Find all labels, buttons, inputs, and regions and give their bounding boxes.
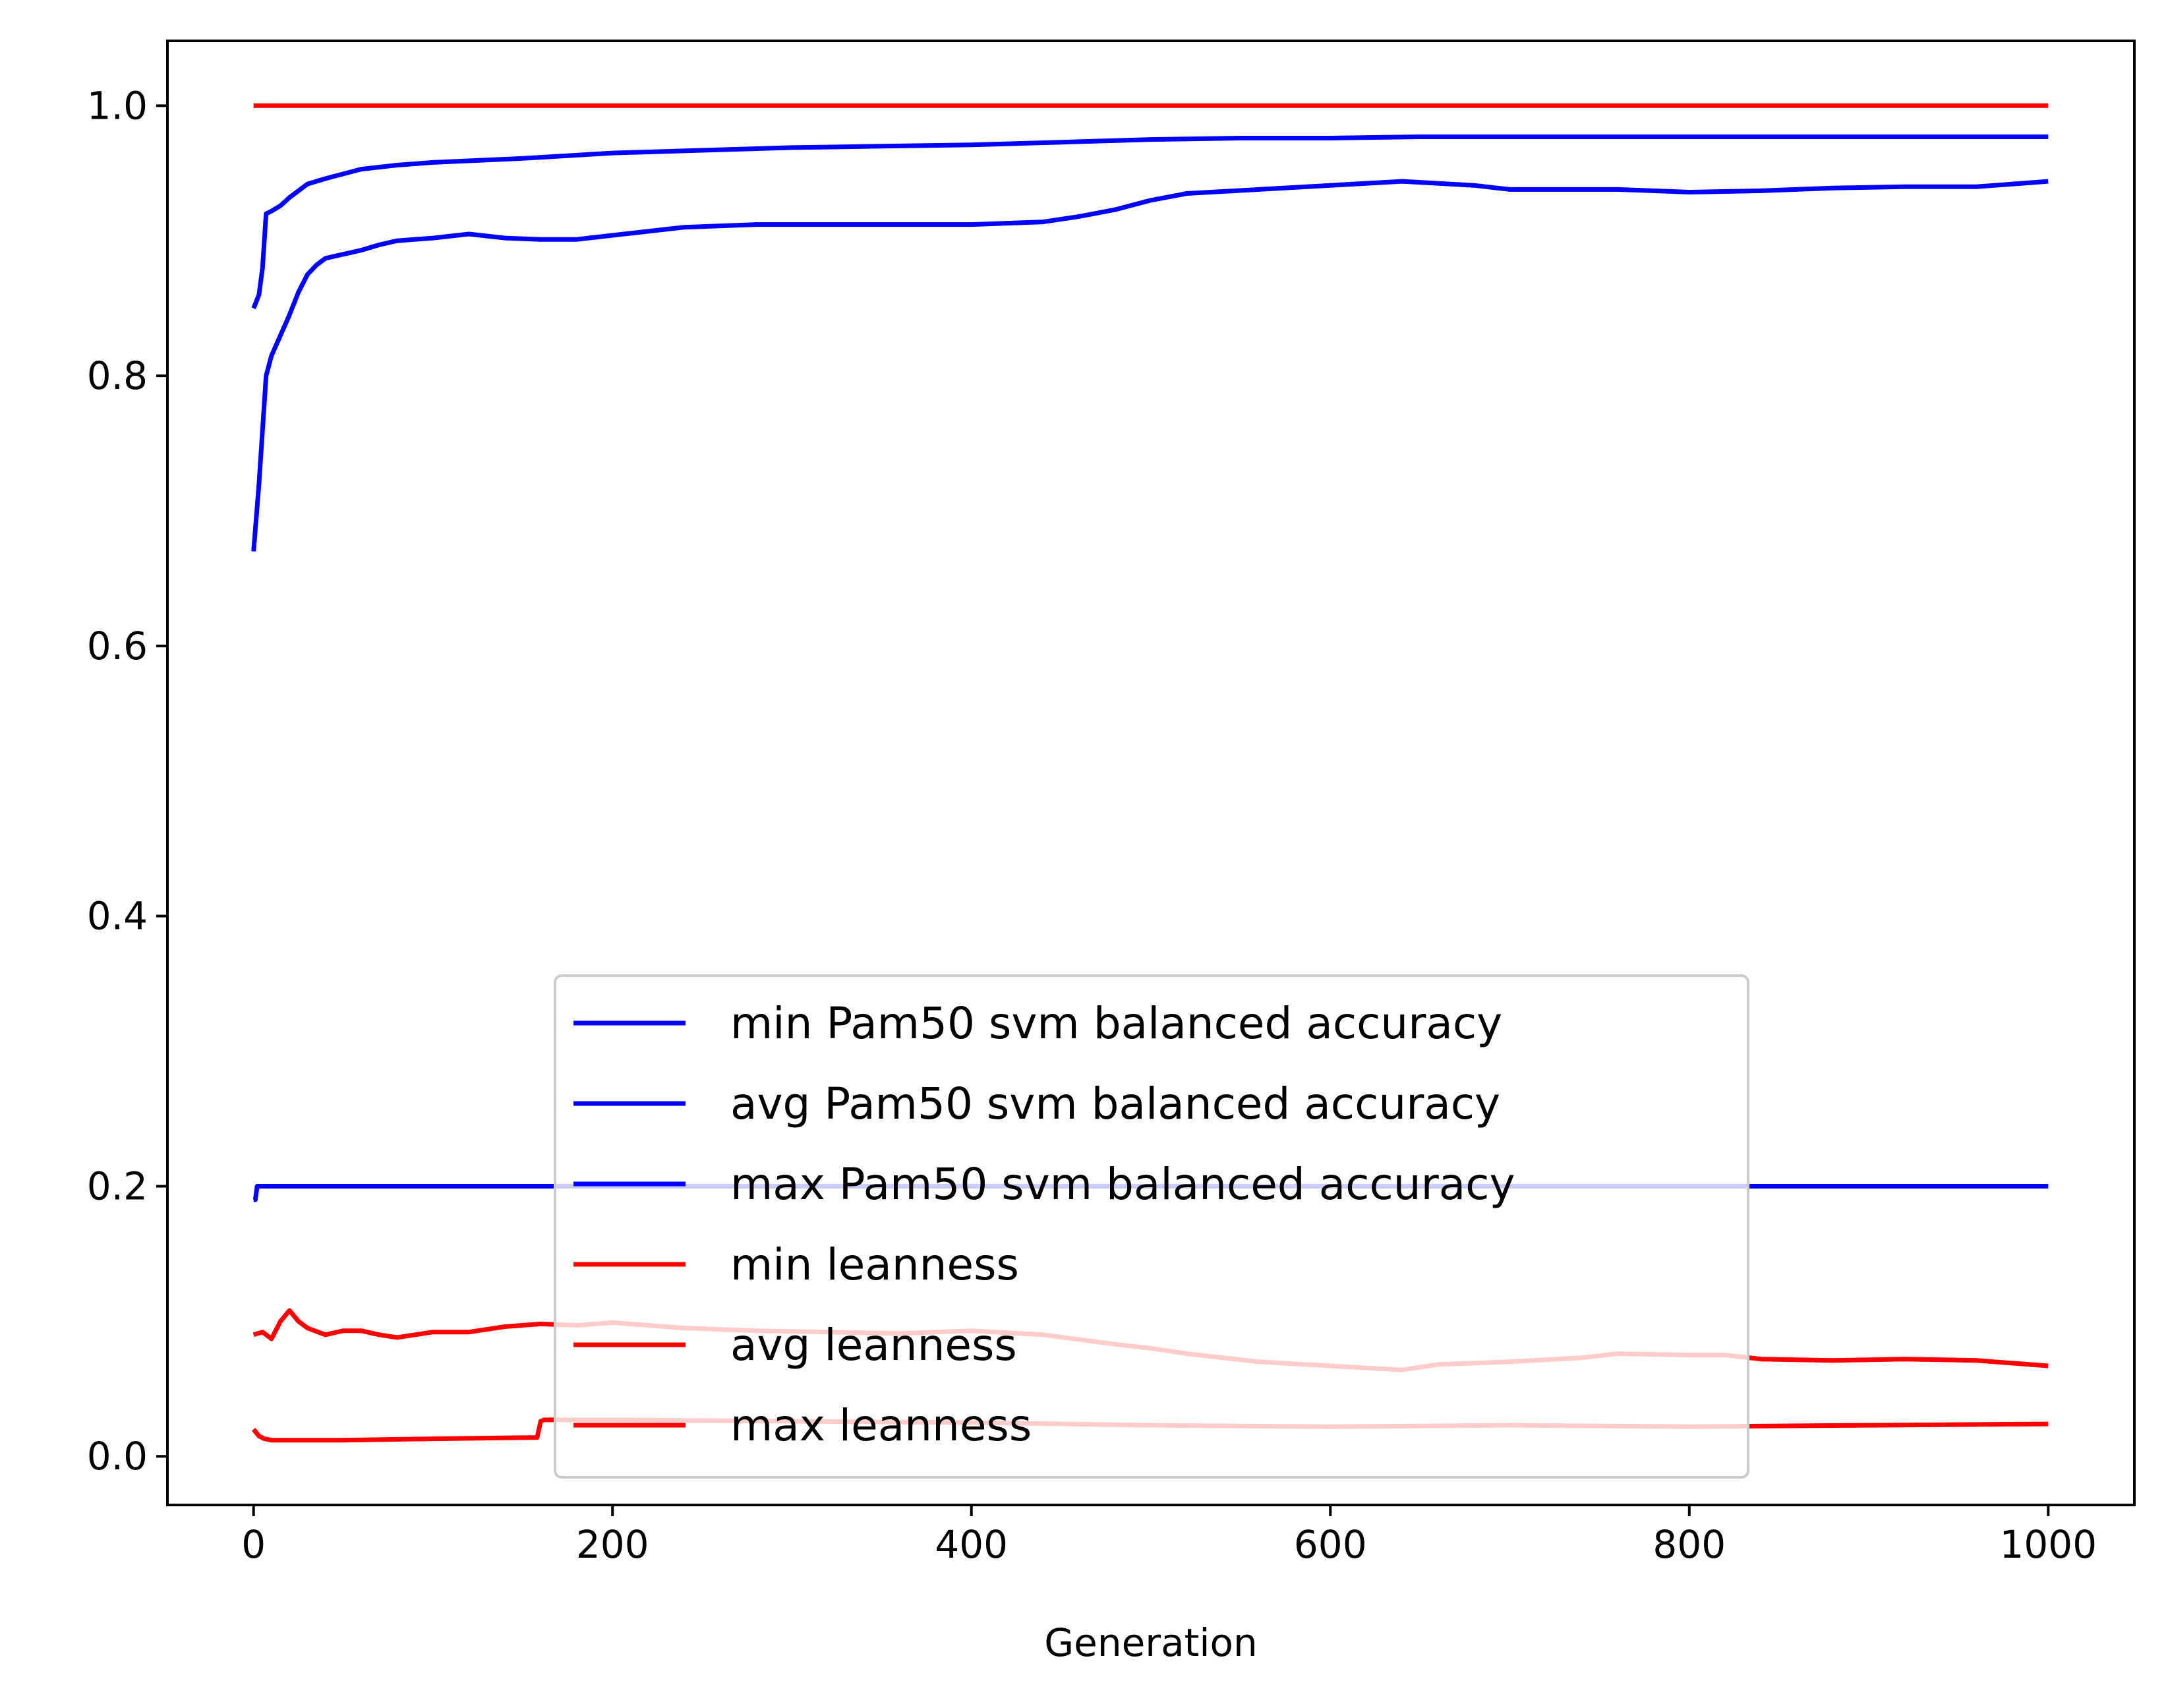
legend-frame: [554, 974, 1749, 1479]
y-tick-label: 0.4: [87, 894, 148, 939]
axes-frame: [166, 40, 2136, 1506]
legend-label-6: max leanness: [730, 1400, 1032, 1451]
legend-label-2: avg Pam50 svm balanced accuracy: [730, 1078, 1500, 1129]
x-tick-label: 800: [1653, 1522, 1726, 1567]
x-tick-label: 600: [1294, 1522, 1367, 1567]
y-tick-label: 0.0: [87, 1434, 148, 1479]
series-line-2: [251, 179, 2049, 552]
x-tick-label: 200: [576, 1522, 649, 1567]
x-tick-label: 400: [935, 1522, 1008, 1567]
legend-entries: min Pam50 svm balanced accuracy avg Pam50…: [573, 998, 1515, 1451]
legend-label-1: min Pam50 svm balanced accuracy: [730, 998, 1502, 1049]
y-tick-label: 0.2: [87, 1163, 148, 1208]
legend-label-3: max Pam50 svm balanced accuracy: [730, 1159, 1515, 1210]
legend-label-4: min leanness: [730, 1239, 1019, 1290]
x-tick-label: 1000: [2000, 1522, 2097, 1567]
y-tick-label: 0.8: [87, 353, 148, 398]
legend-label-5: avg leanness: [730, 1320, 1017, 1370]
legend: min Pam50 svm balanced accuracy avg Pam50…: [554, 974, 1749, 1479]
x-tick-label: 0: [241, 1522, 266, 1567]
y-tick-label: 1.0: [87, 83, 148, 128]
series-line-3: [251, 134, 2049, 309]
x-axis-label: Generation: [1044, 1620, 1258, 1665]
y-tick-label: 0.6: [87, 624, 148, 668]
axis-ticks: 0 200 400 600 800 1000 0.0 0.2 0.4 0.6 0.8 1.0: [87, 83, 2097, 1567]
